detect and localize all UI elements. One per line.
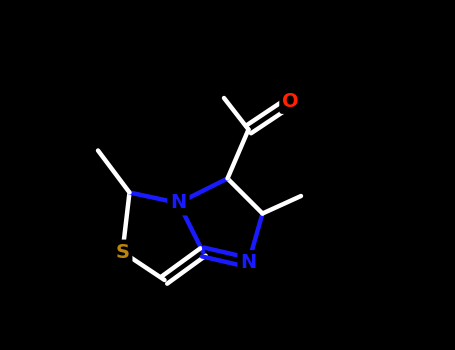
Text: O: O (282, 92, 299, 111)
Text: S: S (116, 243, 130, 261)
Text: N: N (240, 253, 257, 272)
Text: N: N (170, 194, 187, 212)
